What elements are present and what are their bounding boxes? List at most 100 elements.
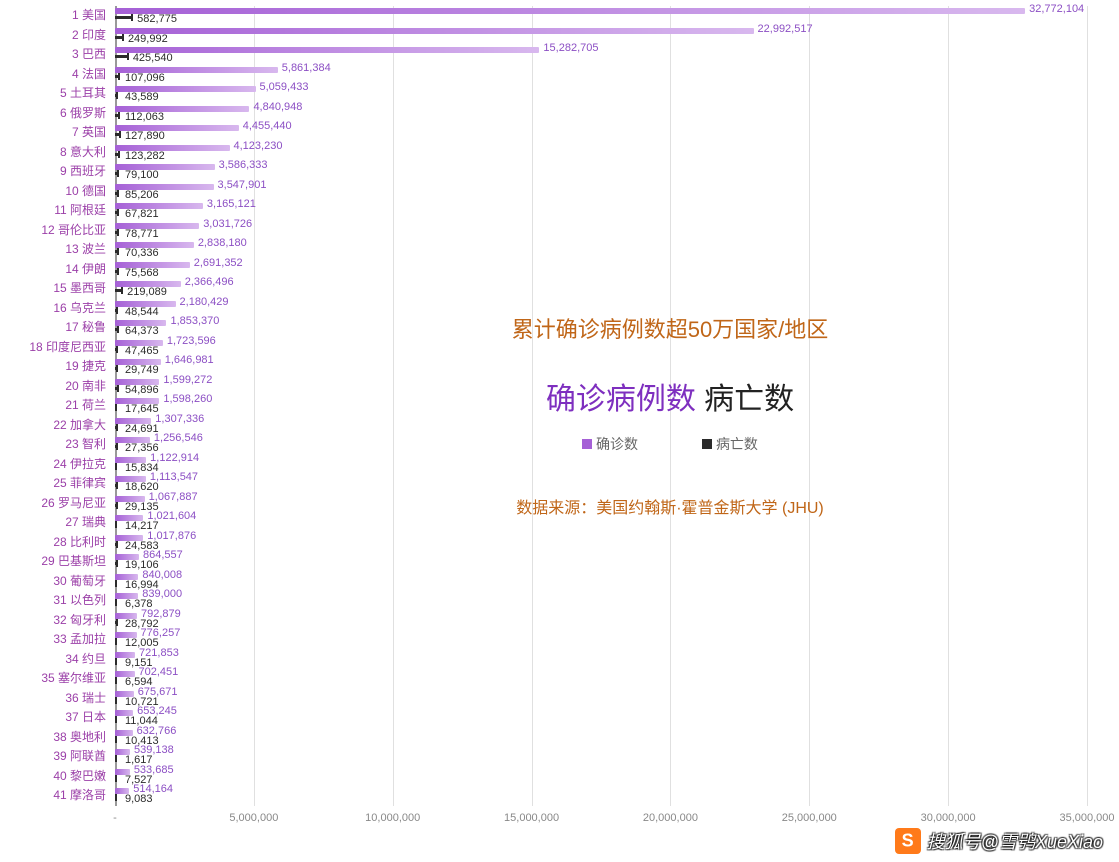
ylabel: 3 巴西: [0, 45, 110, 65]
ylabel: 7 英国: [0, 123, 110, 143]
value-confirmed: 3,586,333: [219, 159, 268, 171]
ylabel: 17 秘鲁: [0, 318, 110, 338]
ylabel: 5 土耳其: [0, 84, 110, 104]
bar-deaths-marker: [117, 229, 119, 236]
bar-deaths-marker: [131, 14, 133, 21]
overlay-panel: 累计确诊病例数超50万国家/地区 确诊病例数 病亡数 确诊数 病亡数 数据来源：…: [420, 312, 920, 518]
value-deaths: 70,336: [125, 247, 159, 259]
ylabel: 27 瑞典: [0, 513, 110, 533]
overlay-source: 数据来源：美国约翰斯·霍普金斯大学 (JHU): [420, 494, 920, 518]
value-confirmed: 3,031,726: [203, 218, 252, 230]
bar-deaths-marker: [118, 73, 120, 80]
bar-deaths-marker: [115, 775, 117, 782]
value-deaths: 425,540: [133, 52, 173, 64]
bar-deaths: [115, 36, 122, 39]
bar-deaths-marker: [117, 268, 119, 275]
bar-deaths: [115, 55, 127, 58]
bar-deaths-marker: [121, 287, 123, 294]
value-deaths: 249,992: [128, 33, 168, 45]
overlay-deaths-word: 病亡数: [704, 383, 794, 416]
data-row: 13 波兰2,838,18070,336: [0, 240, 1119, 260]
value-confirmed: 4,840,948: [253, 101, 302, 113]
ylabel: 4 法国: [0, 65, 110, 85]
xaxis-tick: 20,000,000: [643, 812, 698, 824]
data-row: 15 墨西哥2,366,496219,089: [0, 279, 1119, 299]
ylabel: 9 西班牙: [0, 162, 110, 182]
legend-label-deaths: 病亡数: [716, 436, 758, 452]
bar-deaths-marker: [115, 463, 117, 470]
data-row: 10 德国3,547,90185,206: [0, 182, 1119, 202]
ylabel: 10 德国: [0, 182, 110, 202]
bar-deaths-marker: [115, 638, 117, 645]
bar-deaths-marker: [115, 677, 117, 684]
data-row: 11 阿根廷3,165,12167,821: [0, 201, 1119, 221]
ylabel: 16 乌克兰: [0, 299, 110, 319]
value-confirmed: 5,861,384: [282, 62, 331, 74]
value-deaths: 582,775: [137, 13, 177, 25]
ylabel: 21 荷兰: [0, 396, 110, 416]
bar-deaths-marker: [118, 151, 120, 158]
overlay-confirmed-word: 确诊病例数: [546, 383, 696, 416]
bar-deaths-marker: [115, 794, 117, 801]
value-confirmed: 32,772,104: [1029, 3, 1084, 15]
xaxis-tick: 10,000,000: [365, 812, 420, 824]
overlay-bigline: 确诊病例数 病亡数: [420, 374, 920, 418]
bar-deaths-marker: [115, 658, 117, 665]
value-deaths: 79,100: [125, 169, 159, 181]
ylabel: 6 俄罗斯: [0, 104, 110, 124]
ylabel: 33 孟加拉: [0, 630, 110, 650]
bar-deaths-marker: [122, 34, 124, 41]
ylabel: 37 日本: [0, 708, 110, 728]
bar-confirmed: [115, 28, 754, 34]
xaxis-tick: 35,000,000: [1059, 812, 1114, 824]
bar-deaths-marker: [118, 112, 120, 119]
ylabel: 18 印度尼西亚: [0, 338, 110, 358]
ylabel: 22 加拿大: [0, 416, 110, 436]
value-confirmed: 1,598,260: [163, 393, 212, 405]
ylabel: 23 智利: [0, 435, 110, 455]
ylabel: 12 哥伦比亚: [0, 221, 110, 241]
ylabel: 13 波兰: [0, 240, 110, 260]
chart: -5,000,00010,000,00015,000,00020,000,000…: [0, 6, 1119, 836]
value-confirmed: 4,123,230: [234, 140, 283, 152]
bar-deaths-marker: [116, 365, 118, 372]
bar-deaths-marker: [115, 736, 117, 743]
bar-deaths-marker: [117, 385, 119, 392]
bar-deaths-marker: [119, 131, 121, 138]
data-row: 5 土耳其5,059,43343,589: [0, 84, 1119, 104]
bar-deaths-marker: [115, 404, 117, 411]
ylabel: 20 南非: [0, 377, 110, 397]
overlay-title: 累计确诊病例数超50万国家/地区: [420, 312, 920, 344]
xaxis-tick: 15,000,000: [504, 812, 559, 824]
data-row: 12 哥伦比亚3,031,72678,771: [0, 221, 1119, 241]
bar-deaths-marker: [115, 580, 117, 587]
value-deaths: 9,083: [125, 793, 153, 805]
ylabel: 28 比利时: [0, 533, 110, 553]
value-deaths: 219,089: [127, 286, 167, 298]
value-deaths: 75,568: [125, 267, 159, 279]
value-confirmed: 22,992,517: [758, 23, 813, 35]
ylabel: 36 瑞士: [0, 689, 110, 709]
value-confirmed: 1,646,981: [165, 354, 214, 366]
value-deaths: 107,096: [125, 72, 165, 84]
watermark: 搜狐号@雪鸮XueXiao: [889, 826, 1109, 856]
bar-deaths-marker: [115, 599, 117, 606]
value-deaths: 43,589: [125, 91, 159, 103]
value-deaths: 48,544: [125, 306, 159, 318]
bar-confirmed: [115, 47, 539, 53]
value-confirmed: 1,599,272: [163, 374, 212, 386]
bar-deaths-marker: [116, 92, 118, 99]
ylabel: 26 罗马尼亚: [0, 494, 110, 514]
ylabel: 14 伊朗: [0, 260, 110, 280]
data-row: 14 伊朗2,691,35275,568: [0, 260, 1119, 280]
value-deaths: 85,206: [125, 189, 159, 201]
ylabel: 29 巴基斯坦: [0, 552, 110, 572]
ylabel: 31 以色列: [0, 591, 110, 611]
value-confirmed: 4,455,440: [243, 120, 292, 132]
bar-deaths-marker: [116, 443, 118, 450]
bar-deaths-marker: [115, 716, 117, 723]
value-confirmed: 1,853,370: [170, 315, 219, 327]
bar-deaths-marker: [127, 53, 129, 60]
legend-label-confirmed: 确诊数: [596, 436, 638, 452]
bar-deaths-marker: [117, 170, 119, 177]
